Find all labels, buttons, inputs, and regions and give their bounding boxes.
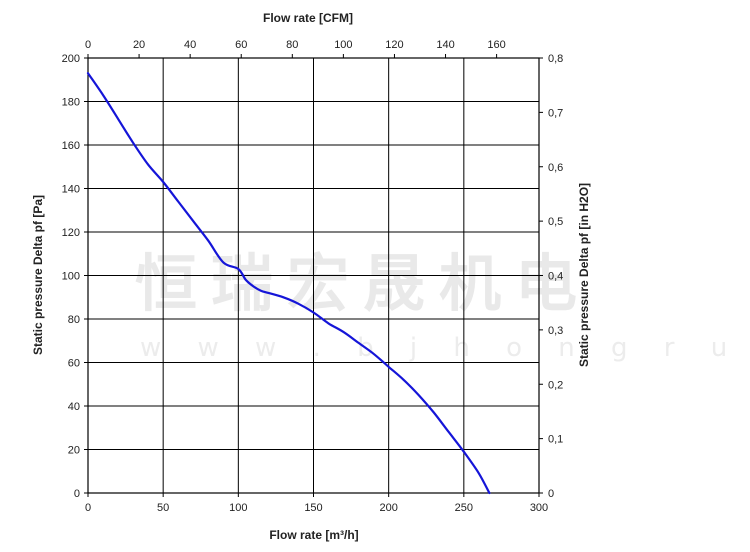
series-line	[86, 72, 491, 495]
x-top-tick-label: 80	[286, 39, 298, 51]
y-left-tick-label: 0	[74, 488, 80, 500]
y-left-tick-label: 80	[68, 314, 80, 326]
y-left-tick-label: 40	[68, 401, 80, 413]
y-right-tick-label: 0,8	[548, 53, 563, 65]
x-top-tick-label: 140	[436, 39, 454, 51]
x-top-ticks: 0 20 40 60 80 100 120 140 160	[85, 39, 506, 58]
y-right-axis-title: Static pressure Delta pf [in H2O]	[577, 183, 591, 367]
y-left-axis-title: Static pressure Delta pf [Pa]	[31, 195, 45, 355]
x-bottom-tick-label: 250	[455, 502, 473, 514]
y-right-tick-label: 0,2	[548, 379, 563, 391]
x-bottom-tick-label: 300	[530, 502, 548, 514]
watermark-url: w w w . b j h o n g r u i . c n	[140, 333, 750, 363]
x-bottom-tick-label: 0	[85, 502, 91, 514]
watermark: 恒瑞宏晟机电 w w w . b j h o n g r u i . c n	[135, 247, 750, 363]
y-right-tick-label: 0,5	[548, 216, 563, 228]
y-right-tick-label: 0,3	[548, 325, 563, 337]
x-top-tick-label: 40	[184, 39, 196, 51]
y-right-tick-label: 0,6	[548, 162, 563, 174]
x-top-tick-label: 160	[487, 39, 505, 51]
watermark-text: 恒瑞宏晟机电	[135, 247, 591, 320]
x-top-tick-label: 100	[334, 39, 352, 51]
y-left-tick-label: 160	[62, 140, 80, 152]
y-left-tick-label: 120	[62, 227, 80, 239]
grid	[87, 57, 540, 494]
x-bottom-ticks: 0 50 100 150 200 250 300	[85, 493, 548, 514]
y-right-tick-label: 0,4	[548, 271, 563, 283]
y-left-tick-label: 100	[62, 271, 80, 283]
x-top-tick-label: 20	[133, 39, 145, 51]
y-right-tick-label: 0,1	[548, 434, 563, 446]
y-left-tick-label: 140	[62, 184, 80, 196]
x-bottom-axis-title: Flow rate [m³/h]	[269, 528, 358, 542]
y-right-ticks: 0 0,1 0,2 0,3 0,4 0,5 0,6 0,7 0,8	[539, 53, 563, 500]
x-top-tick-label: 120	[385, 39, 403, 51]
y-right-tick-label: 0	[548, 488, 554, 500]
x-top-axis-title: Flow rate [CFM]	[263, 11, 353, 25]
y-right-tick-label: 0,7	[548, 107, 563, 119]
x-bottom-tick-label: 50	[157, 502, 169, 514]
y-left-tick-label: 180	[62, 97, 80, 109]
x-top-tick-label: 60	[235, 39, 247, 51]
x-bottom-tick-label: 100	[229, 502, 247, 514]
x-bottom-tick-label: 200	[379, 502, 397, 514]
y-left-ticks: 0 20 40 60 80 100 120 140 160 180 200	[62, 53, 88, 500]
x-bottom-tick-label: 150	[304, 502, 322, 514]
y-left-tick-label: 200	[62, 53, 80, 65]
y-left-tick-label: 20	[68, 445, 80, 457]
x-top-tick-label: 0	[85, 39, 91, 51]
y-left-tick-label: 60	[68, 358, 80, 370]
